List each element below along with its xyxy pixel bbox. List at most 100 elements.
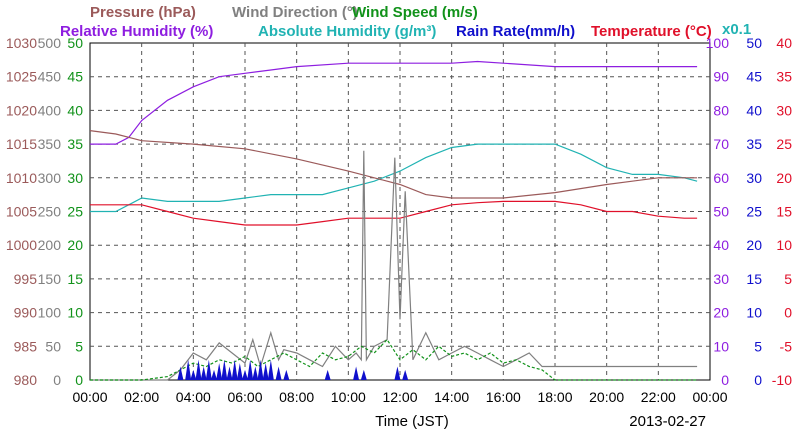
rain-bar (353, 366, 360, 380)
y-tick-label: 100 (38, 305, 62, 321)
rain-bar (252, 366, 259, 380)
y-tick-label: 1015 (6, 136, 37, 152)
rain-bar (195, 359, 202, 380)
legend-entry: Pressure (hPa) (90, 4, 196, 21)
y-tick-label: 10 (713, 338, 729, 354)
x-tick-label: 16:00 (486, 389, 521, 405)
x-tick-label: 12:00 (382, 389, 417, 405)
y-tick-label: 100 (706, 35, 730, 51)
rain-bar (324, 369, 331, 380)
legend-entry: Wind Direction (°) (232, 4, 358, 21)
y-tick-label: 35 (776, 69, 792, 85)
rain-bar (247, 359, 254, 380)
y-tick-label: 0 (75, 372, 83, 388)
series-line (89, 130, 698, 199)
legend-entry: Relative Humidity (%) (60, 23, 213, 40)
y-tick-label: 15 (67, 271, 83, 287)
y-tick-label: 20 (776, 170, 792, 186)
y-tick-label: 0 (754, 372, 762, 388)
y-tick-label: 150 (38, 271, 62, 287)
rain-bar (226, 366, 233, 380)
y-tick-label: 10 (67, 305, 83, 321)
y-tick-label: 500 (38, 35, 62, 51)
rain-bar (402, 369, 409, 380)
multiplier-note: x0.1 (722, 21, 751, 38)
rain-bar (360, 369, 367, 380)
y-tick-label: 30 (776, 102, 792, 118)
legend-entry: Wind Speed (m/s) (352, 4, 478, 21)
y-tick-label: 450 (38, 69, 62, 85)
x-axis: 00:00 02:00 04:00 06:00 08:00 10:00 12:00 14:00… (72, 389, 727, 405)
y-tick-label: 400 (38, 102, 62, 118)
y-tick-label: 20 (746, 237, 762, 253)
rain-bar (205, 359, 212, 380)
y-tick-label: 5 (754, 338, 762, 354)
y-tick-label: 50 (746, 35, 762, 51)
y-tick-label: 0 (784, 305, 792, 321)
y-tick-label: 10 (776, 237, 792, 253)
y-tick-label: 20 (67, 237, 83, 253)
y-tick-label: 35 (67, 136, 83, 152)
rain-bar (283, 369, 290, 380)
legend: Pressure (hPa) Wind Direction (°)Wind Spe… (60, 4, 751, 40)
y-tick-label: 30 (746, 170, 762, 186)
y-tick-label: -10 (772, 372, 792, 388)
y-tick-label: 45 (67, 69, 83, 85)
y-tick-label: 50 (713, 204, 729, 220)
y-tick-label: 40 (746, 102, 762, 118)
series-line (90, 60, 698, 145)
x-tick-label: 08:00 (279, 389, 314, 405)
y-tick-label: 1025 (6, 69, 37, 85)
y-tick-label: 70 (713, 136, 729, 152)
y-tick-label: 20 (713, 305, 729, 321)
y-tick-label: 10 (746, 305, 762, 321)
x-tick-label: 00:00 (72, 389, 107, 405)
y-tick-label: 15 (746, 271, 762, 287)
x-tick-label: 14:00 (434, 389, 469, 405)
y-tick-label: 25 (746, 204, 762, 220)
x-tick-label: 04:00 (176, 389, 211, 405)
rain-bar (221, 359, 228, 380)
rain-bar (262, 363, 269, 380)
y-tick-label: 25 (67, 204, 83, 220)
rain-bar (211, 369, 217, 380)
x-tick-label: 02:00 (124, 389, 159, 405)
y-tick-label: 995 (14, 271, 38, 287)
y-tick-label: 50 (67, 35, 83, 51)
series-line (90, 143, 698, 213)
y-tick-label: 50 (45, 338, 61, 354)
rain-bar (236, 363, 243, 380)
legend-entry: Absolute Humidity (g/m³) (258, 23, 436, 40)
series-line (90, 338, 698, 381)
y-tick-label: 0 (721, 372, 729, 388)
rain-bar (231, 359, 238, 380)
y-tick-label: 980 (14, 372, 38, 388)
y-tick-label: 350 (38, 136, 62, 152)
series-line (90, 150, 698, 381)
x-tick-label: 18:00 (537, 389, 572, 405)
grid-lines (90, 43, 710, 380)
rain-bar (267, 359, 274, 380)
rain-bar (177, 366, 184, 380)
y-tick-label: 0 (53, 372, 61, 388)
rain-bar (200, 366, 207, 380)
rain-bar (242, 369, 248, 380)
date-label: 2013-02-27 (629, 413, 706, 430)
y-tick-label: 1000 (6, 237, 37, 253)
y-tick-label: 985 (14, 338, 38, 354)
y-tick-label: 35 (746, 136, 762, 152)
y-tick-label: 90 (713, 69, 729, 85)
y-tick-label: 300 (38, 170, 62, 186)
x-tick-label: 00:00 (692, 389, 727, 405)
y-tick-label: 40 (776, 35, 792, 51)
rain-bar (185, 359, 192, 380)
y-tick-label: 25 (776, 136, 792, 152)
y-tick-label: -5 (780, 338, 793, 354)
y-tick-label: 15 (776, 204, 792, 220)
y-tick-label: 30 (67, 170, 83, 186)
y-tick-label: 80 (713, 102, 729, 118)
y-tick-label: 1030 (6, 35, 37, 51)
y-tick-label: 1020 (6, 102, 37, 118)
x-tick-label: 06:00 (227, 389, 262, 405)
